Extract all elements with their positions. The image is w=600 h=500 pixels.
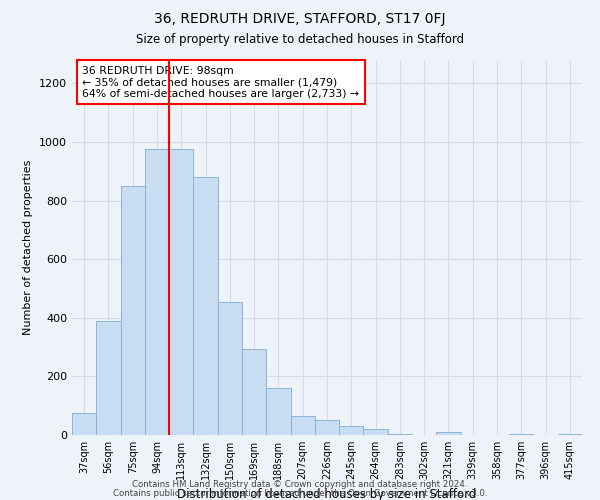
Bar bbox=[266, 388, 290, 435]
Bar bbox=[121, 186, 145, 435]
Bar bbox=[558, 434, 582, 435]
Text: Contains HM Land Registry data © Crown copyright and database right 2024.: Contains HM Land Registry data © Crown c… bbox=[132, 480, 468, 489]
Bar bbox=[290, 416, 315, 435]
Bar bbox=[315, 420, 339, 435]
X-axis label: Distribution of detached houses by size in Stafford: Distribution of detached houses by size … bbox=[178, 488, 476, 500]
Bar bbox=[242, 348, 266, 435]
Bar bbox=[169, 150, 193, 435]
Bar bbox=[193, 177, 218, 435]
Text: 36, REDRUTH DRIVE, STAFFORD, ST17 0FJ: 36, REDRUTH DRIVE, STAFFORD, ST17 0FJ bbox=[154, 12, 446, 26]
Bar bbox=[339, 426, 364, 435]
Bar bbox=[72, 413, 96, 435]
Text: Contains public sector information licensed under the Open Government Licence v3: Contains public sector information licen… bbox=[113, 488, 487, 498]
Bar bbox=[145, 150, 169, 435]
Bar bbox=[436, 432, 461, 435]
Bar bbox=[218, 302, 242, 435]
Text: 36 REDRUTH DRIVE: 98sqm
← 35% of detached houses are smaller (1,479)
64% of semi: 36 REDRUTH DRIVE: 98sqm ← 35% of detache… bbox=[82, 66, 359, 99]
Bar bbox=[509, 434, 533, 435]
Bar bbox=[388, 434, 412, 435]
Bar bbox=[364, 429, 388, 435]
Y-axis label: Number of detached properties: Number of detached properties bbox=[23, 160, 34, 335]
Text: Size of property relative to detached houses in Stafford: Size of property relative to detached ho… bbox=[136, 32, 464, 46]
Bar bbox=[96, 320, 121, 435]
